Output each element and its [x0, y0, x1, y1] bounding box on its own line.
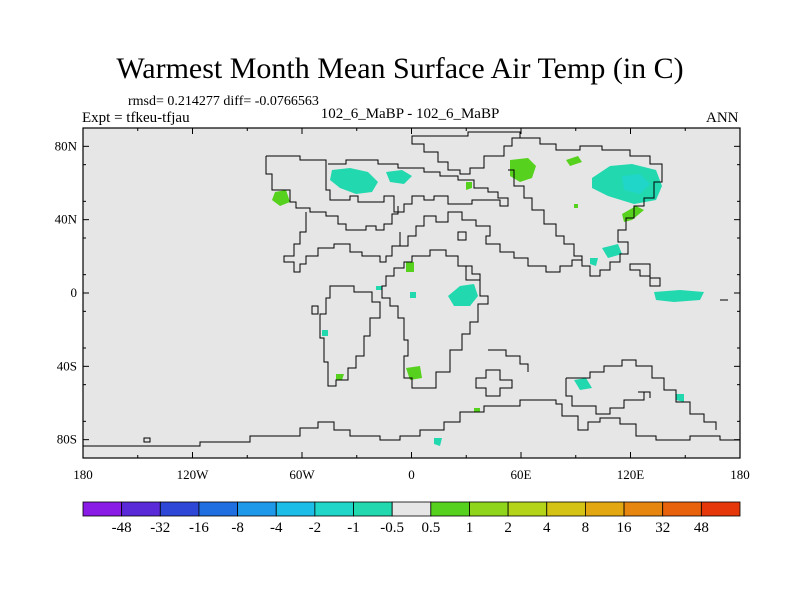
colorbar-label: 8 [582, 520, 590, 536]
colorbar-swatch [353, 501, 393, 517]
colorbar-swatch [82, 501, 123, 517]
y-tick-label: 80S [57, 432, 77, 447]
coastline-australia-south [565, 378, 645, 415]
anomaly-patches [272, 156, 704, 446]
coastline-islands [638, 391, 651, 398]
y-tick-label: 40S [57, 358, 77, 373]
colorbar-label: -0.5 [380, 520, 404, 536]
anomaly-patch [654, 290, 704, 302]
colorbar-label: 48 [694, 520, 709, 536]
colorbar-label: 32 [655, 520, 670, 536]
coastline-australia [566, 359, 717, 430]
x-tick-label: 120W [177, 467, 210, 482]
anomaly-patch [376, 286, 382, 290]
colorbar-swatch [662, 501, 702, 517]
x-tick-label: 180 [730, 467, 750, 482]
anomaly-patch [566, 156, 582, 166]
colorbar-swatch [700, 501, 741, 517]
colorbar-swatch [546, 501, 586, 517]
colorbar-label: 2 [504, 520, 512, 536]
colorbar-label: -2 [309, 520, 322, 536]
anomaly-patch [272, 190, 290, 206]
anomaly-patch [410, 292, 416, 298]
coastline-north-america [266, 155, 509, 213]
colorbar-label: -4 [270, 520, 283, 536]
coastline-europe [400, 211, 582, 273]
colorbar-label: 1 [466, 520, 474, 536]
coastline-islands [457, 231, 467, 241]
anomaly-patch [322, 330, 328, 336]
anomaly-patch [574, 204, 578, 208]
anomaly-patch [622, 174, 650, 194]
x-tick-label: 180 [73, 467, 93, 482]
colorbar-label: 0.5 [421, 520, 440, 536]
chart-title: Warmest Month Mean Surface Air Temp (in … [116, 52, 684, 85]
colorbar-label: -32 [150, 520, 170, 536]
y-tick-label: 0 [71, 285, 78, 300]
anomaly-patch [406, 262, 414, 272]
coastline-greenland [411, 131, 521, 175]
coastline-middle-east [466, 265, 481, 280]
colorbar-swatch [237, 501, 277, 517]
anomaly-patch [676, 394, 684, 402]
colorbar-label: 16 [617, 520, 633, 536]
coastline-north-america-west [265, 156, 399, 231]
colorbar-swatch [198, 501, 238, 517]
x-tick-label: 120E [617, 467, 645, 482]
anomaly-patch [406, 366, 422, 380]
colorbar-swatch [623, 501, 664, 517]
axis-ticks: 180 120W 60W 0 60E 120E 180 80N 40N 0 40S 80S [55, 127, 750, 482]
colorbar-label: -8 [231, 520, 244, 536]
colorbar-label: -16 [189, 520, 209, 536]
stats-label: rmsd= 0.214277 diff= -0.0766563 [128, 94, 319, 109]
coastline-asia [508, 137, 663, 277]
colorbar-swatch [507, 501, 548, 517]
coastline-east-asia-islands [629, 263, 661, 287]
y-tick-label: 40N [55, 212, 78, 227]
colorbar-swatch [275, 501, 316, 517]
colorbar-swatch [314, 501, 354, 517]
anomaly-patch [330, 168, 378, 194]
coastline-islands [475, 369, 513, 397]
x-tick-label: 60E [511, 467, 532, 482]
experiment-label: Expt = tfkeu-tfjau [82, 110, 190, 126]
anomaly-patch [510, 158, 536, 182]
period-label: 102_6_MaBP - 102_6_MaBP [320, 106, 500, 122]
season-label: ANN [706, 110, 739, 126]
colorbar-swatch [469, 501, 509, 517]
colorbar-swatch [159, 501, 200, 517]
colorbar-label: -48 [112, 520, 132, 536]
coastline-islands [311, 305, 319, 315]
colorbar-swatch [585, 501, 625, 517]
anomaly-patch [386, 170, 412, 184]
x-tick-label: 0 [408, 467, 415, 482]
anomaly-patch [336, 374, 344, 380]
y-tick-label: 80N [55, 138, 78, 153]
colorbar-label: -1 [347, 520, 360, 536]
anomaly-patch [474, 408, 480, 412]
colorbar: -48 -32 -16 -8 -4 -2 -1 -0.5 0.5 1 2 4 8 16 32 48 [82, 501, 741, 536]
x-tick-label: 60W [289, 467, 315, 482]
colorbar-swatch [121, 501, 161, 517]
colorbar-swatch [430, 501, 470, 517]
anomaly-patch [574, 378, 592, 390]
coastline-africa [381, 249, 489, 389]
coastline-islands [488, 349, 529, 372]
coastlines [83, 131, 740, 447]
anomaly-patch [590, 258, 598, 266]
anomaly-patch [602, 244, 622, 258]
anomaly-patch [448, 284, 478, 306]
colorbar-label: 4 [543, 520, 551, 536]
coastline-antarctica-ross [143, 437, 151, 443]
coastline-antarctica [83, 399, 740, 447]
colorbar-swatch [391, 501, 432, 517]
coastline-central-america [283, 212, 401, 273]
anomaly-patch [434, 438, 442, 446]
anomaly-patch [466, 182, 472, 190]
coastline-south-america [319, 285, 381, 387]
